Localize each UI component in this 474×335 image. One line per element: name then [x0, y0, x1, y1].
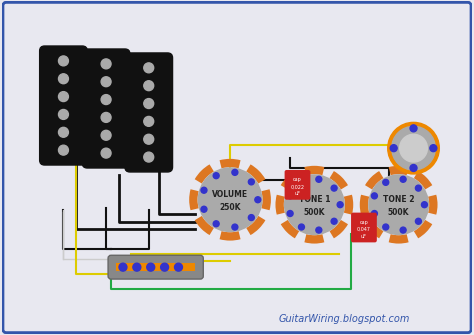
Circle shape — [201, 206, 207, 212]
Circle shape — [101, 148, 111, 158]
Circle shape — [144, 134, 154, 144]
Circle shape — [284, 175, 344, 234]
Circle shape — [372, 193, 377, 199]
Circle shape — [383, 179, 389, 185]
Circle shape — [421, 202, 428, 208]
Circle shape — [400, 134, 428, 162]
Circle shape — [58, 56, 68, 66]
Circle shape — [101, 59, 111, 69]
Circle shape — [400, 176, 406, 182]
FancyBboxPatch shape — [125, 53, 173, 172]
Circle shape — [430, 145, 437, 152]
Circle shape — [201, 187, 207, 193]
Circle shape — [255, 197, 261, 203]
Circle shape — [101, 94, 111, 105]
Circle shape — [316, 176, 322, 182]
Circle shape — [316, 227, 322, 233]
Circle shape — [147, 263, 155, 271]
Circle shape — [144, 98, 154, 109]
Circle shape — [58, 92, 68, 102]
Circle shape — [58, 110, 68, 119]
Text: 0,047: 0,047 — [357, 227, 371, 232]
Circle shape — [101, 130, 111, 140]
Circle shape — [248, 179, 255, 185]
Circle shape — [369, 175, 428, 234]
FancyBboxPatch shape — [40, 46, 87, 165]
Circle shape — [174, 263, 182, 271]
Circle shape — [213, 173, 219, 179]
Circle shape — [119, 263, 127, 271]
Circle shape — [144, 117, 154, 126]
Circle shape — [287, 193, 293, 199]
Circle shape — [58, 127, 68, 137]
FancyBboxPatch shape — [351, 213, 377, 243]
Circle shape — [299, 179, 304, 185]
Text: 0,022: 0,022 — [291, 184, 304, 189]
Circle shape — [415, 185, 421, 191]
Circle shape — [392, 126, 435, 170]
Text: cap: cap — [360, 220, 368, 225]
Text: uF: uF — [361, 234, 367, 239]
Circle shape — [58, 74, 68, 84]
Circle shape — [144, 63, 154, 73]
Text: GuitarWiring.blogspot.com: GuitarWiring.blogspot.com — [278, 314, 410, 324]
Circle shape — [337, 202, 343, 208]
Circle shape — [144, 152, 154, 162]
Circle shape — [287, 210, 293, 216]
Circle shape — [331, 185, 337, 191]
Circle shape — [383, 224, 389, 230]
Text: VOLUME: VOLUME — [212, 190, 248, 199]
Text: cap: cap — [293, 178, 302, 182]
Circle shape — [144, 81, 154, 91]
Text: TONE 2: TONE 2 — [383, 195, 414, 204]
Circle shape — [232, 170, 238, 175]
Circle shape — [101, 77, 111, 87]
Text: uF: uF — [294, 191, 301, 196]
Circle shape — [410, 164, 417, 172]
Text: 500K: 500K — [304, 208, 325, 217]
Bar — [116, 263, 195, 271]
Circle shape — [388, 122, 439, 174]
Circle shape — [232, 224, 238, 230]
Circle shape — [133, 263, 141, 271]
Circle shape — [198, 168, 262, 231]
Circle shape — [58, 145, 68, 155]
FancyBboxPatch shape — [108, 255, 203, 279]
Circle shape — [248, 215, 255, 220]
Circle shape — [101, 113, 111, 122]
Text: TONE 1: TONE 1 — [299, 195, 330, 204]
Circle shape — [213, 221, 219, 227]
FancyBboxPatch shape — [3, 2, 471, 333]
Circle shape — [372, 210, 377, 216]
Circle shape — [161, 263, 169, 271]
Text: 500K: 500K — [388, 208, 410, 217]
FancyBboxPatch shape — [82, 49, 130, 168]
Circle shape — [331, 218, 337, 224]
Circle shape — [410, 125, 417, 132]
Circle shape — [299, 224, 304, 230]
Circle shape — [400, 227, 406, 233]
FancyBboxPatch shape — [284, 170, 310, 200]
Text: 250K: 250K — [219, 203, 241, 212]
Circle shape — [390, 145, 397, 152]
Circle shape — [415, 218, 421, 224]
